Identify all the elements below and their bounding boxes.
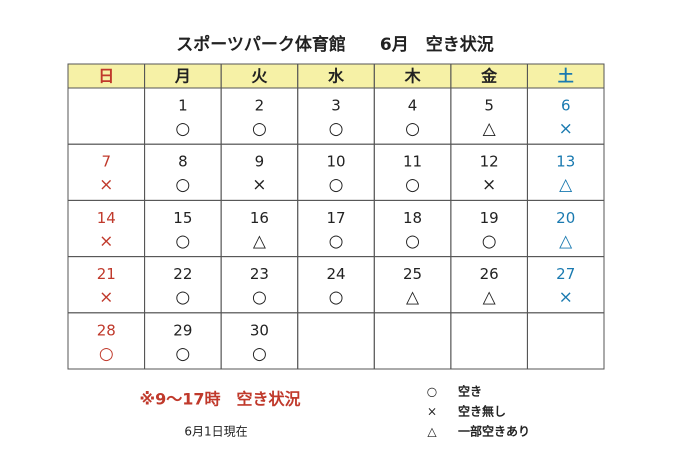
availability-symbol: × [252, 175, 266, 195]
availability-symbol: △ [483, 288, 497, 308]
legend-label: 空き [458, 384, 482, 399]
legend-label: 空き無し [458, 404, 506, 419]
availability-symbol: × [559, 119, 573, 139]
availability-symbol: ○ [405, 231, 420, 251]
availability-symbol: ○ [329, 288, 344, 308]
day-number: 7 [102, 153, 112, 171]
availability-symbol: × [99, 175, 113, 195]
day-number: 17 [326, 209, 345, 227]
availability-symbol: △ [406, 288, 420, 308]
availability-symbol: ○ [175, 231, 190, 251]
weekday-label: 木 [404, 67, 422, 86]
availability-symbol: × [482, 175, 496, 195]
availability-symbol: × [99, 231, 113, 251]
day-number: 3 [331, 97, 341, 115]
day-number: 8 [178, 153, 188, 171]
day-number: 13 [556, 153, 575, 171]
day-cell [526, 312, 605, 370]
day-number: 4 [408, 97, 418, 115]
as-of-date: 6月1日現在 [184, 425, 247, 439]
availability-symbol: ○ [252, 288, 267, 308]
availability-symbol: × [559, 288, 573, 308]
availability-symbol: ○ [405, 175, 420, 195]
day-cell [373, 312, 452, 370]
availability-symbol: ○ [329, 231, 344, 251]
day-number: 25 [403, 265, 422, 283]
day-number: 11 [403, 153, 422, 171]
day-number: 12 [480, 153, 499, 171]
day-number: 9 [255, 153, 265, 171]
availability-symbol: ○ [329, 119, 344, 139]
availability-symbol: △ [559, 231, 573, 251]
availability-symbol: ○ [405, 119, 420, 139]
day-number: 24 [326, 265, 345, 283]
day-cell [67, 87, 146, 145]
legend-symbol: △ [427, 425, 437, 439]
day-number: 16 [250, 209, 269, 227]
day-number: 1 [178, 97, 188, 115]
availability-symbol: ○ [252, 344, 267, 364]
day-number: 20 [556, 209, 575, 227]
weekday-label: 火 [251, 67, 268, 86]
day-number: 21 [97, 265, 116, 283]
weekday-label: 金 [480, 67, 498, 86]
availability-symbol: ○ [175, 175, 190, 195]
day-number: 19 [480, 209, 499, 227]
day-cell [297, 312, 375, 370]
day-number: 5 [484, 97, 494, 115]
availability-symbol: ○ [175, 119, 190, 139]
day-cell [450, 312, 528, 370]
weekday-label: 日 [98, 67, 114, 86]
day-number: 10 [326, 153, 345, 171]
day-number: 2 [255, 97, 265, 115]
day-number: 27 [556, 265, 575, 283]
availability-symbol: △ [483, 119, 497, 139]
day-number: 26 [480, 265, 499, 283]
day-number: 18 [403, 209, 422, 227]
availability-symbol: ○ [175, 288, 190, 308]
weekday-label: 土 [558, 67, 574, 86]
availability-symbol: × [99, 288, 113, 308]
day-number: 30 [250, 321, 269, 339]
legend-symbol: × [427, 405, 437, 419]
legend-symbol: ○ [427, 385, 437, 399]
legend-label: 一部空きあり [458, 424, 530, 439]
availability-symbol: ○ [252, 119, 267, 139]
weekday-label: 月 [174, 67, 191, 86]
availability-symbol: △ [253, 231, 267, 251]
day-number: 6 [561, 97, 571, 115]
hours-note: ※9～17時 空き状況 [140, 390, 301, 409]
availability-symbol: △ [559, 175, 573, 195]
availability-symbol: ○ [99, 344, 114, 364]
day-number: 15 [173, 209, 192, 227]
day-number: 14 [97, 209, 116, 227]
header-row [67, 63, 605, 89]
day-number: 29 [173, 321, 192, 339]
weekday-label: 水 [328, 67, 345, 86]
day-number: 22 [173, 265, 192, 283]
day-number: 23 [250, 265, 269, 283]
availability-symbol: ○ [482, 231, 497, 251]
availability-symbol: ○ [175, 344, 190, 364]
availability-symbol: ○ [329, 175, 344, 195]
day-number: 28 [97, 321, 116, 339]
title: スポーツパーク体育館 6月 空き状況 [176, 34, 494, 55]
